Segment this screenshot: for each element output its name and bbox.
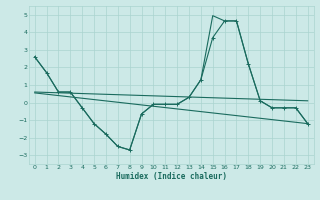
X-axis label: Humidex (Indice chaleur): Humidex (Indice chaleur) (116, 172, 227, 181)
